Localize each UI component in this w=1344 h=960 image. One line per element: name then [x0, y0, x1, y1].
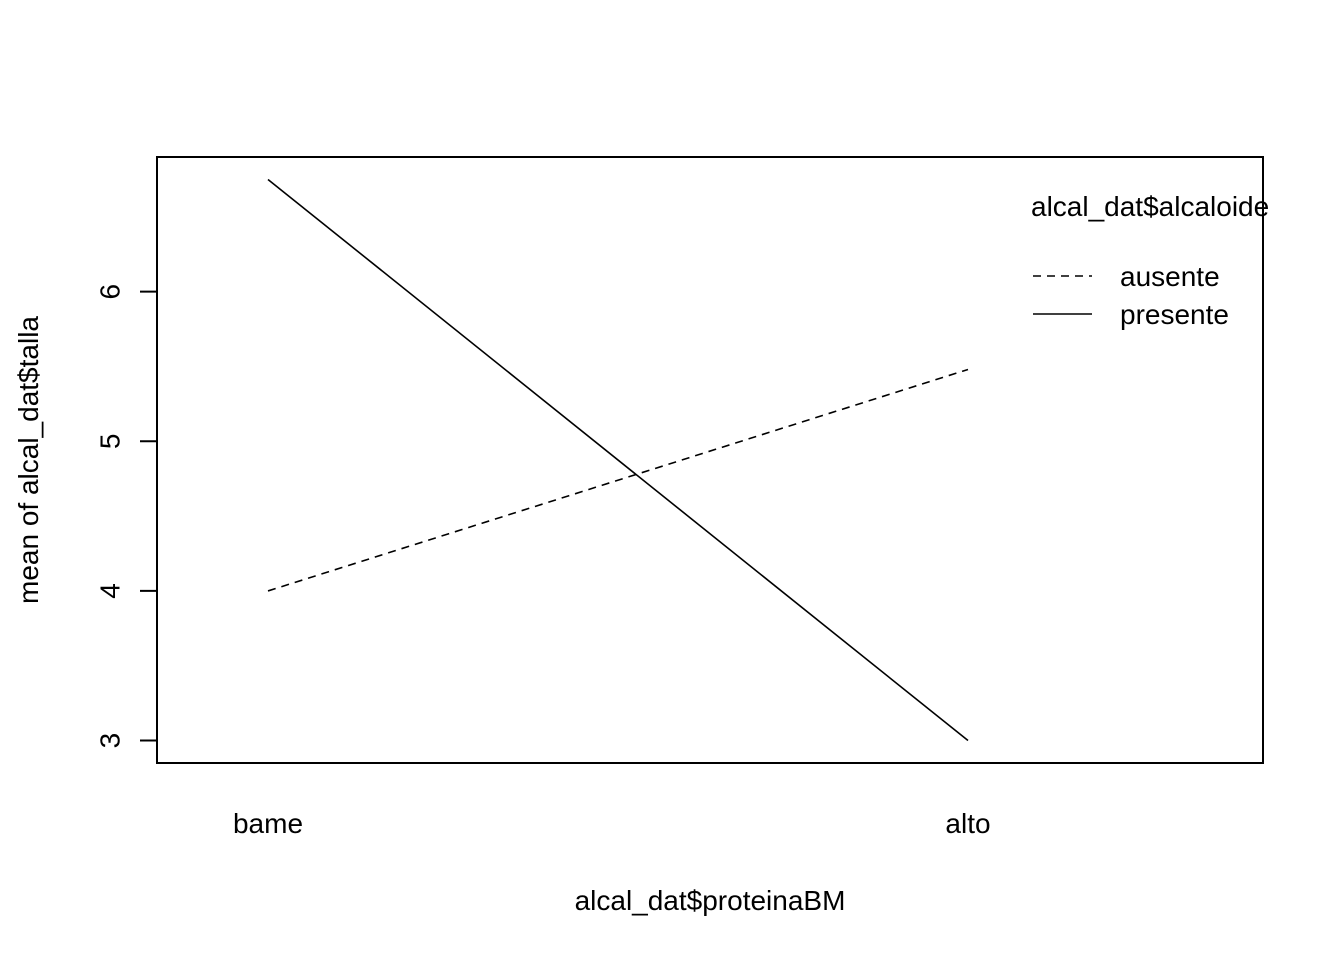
- x-tick-label-bame: bame: [233, 808, 303, 839]
- series-lines: [267, 178, 969, 742]
- series-line-presente: [267, 178, 969, 742]
- legend: alcal_dat$alcaloide ausente presente: [1031, 191, 1269, 330]
- x-tick-labels: bame alto: [233, 808, 991, 839]
- legend-label-ausente: ausente: [1120, 261, 1220, 292]
- legend-entries: ausente presente: [1033, 261, 1229, 330]
- y-tick-label: 5: [94, 434, 125, 450]
- x-axis-title: alcal_dat$proteinaBM: [575, 885, 846, 916]
- legend-title: alcal_dat$alcaloide: [1031, 191, 1269, 222]
- y-tick-label: 4: [94, 583, 125, 599]
- y-axis-title: mean of alcal_dat$talla: [13, 316, 44, 604]
- y-axis: 3 4 5 6: [94, 284, 158, 749]
- series-line-ausente: [267, 368, 969, 592]
- legend-label-presente: presente: [1120, 299, 1229, 330]
- y-tick-label: 6: [94, 284, 125, 300]
- y-tick-label: 3: [94, 733, 125, 749]
- plot-frame: [156, 156, 1264, 764]
- x-tick-label-alto: alto: [945, 808, 990, 839]
